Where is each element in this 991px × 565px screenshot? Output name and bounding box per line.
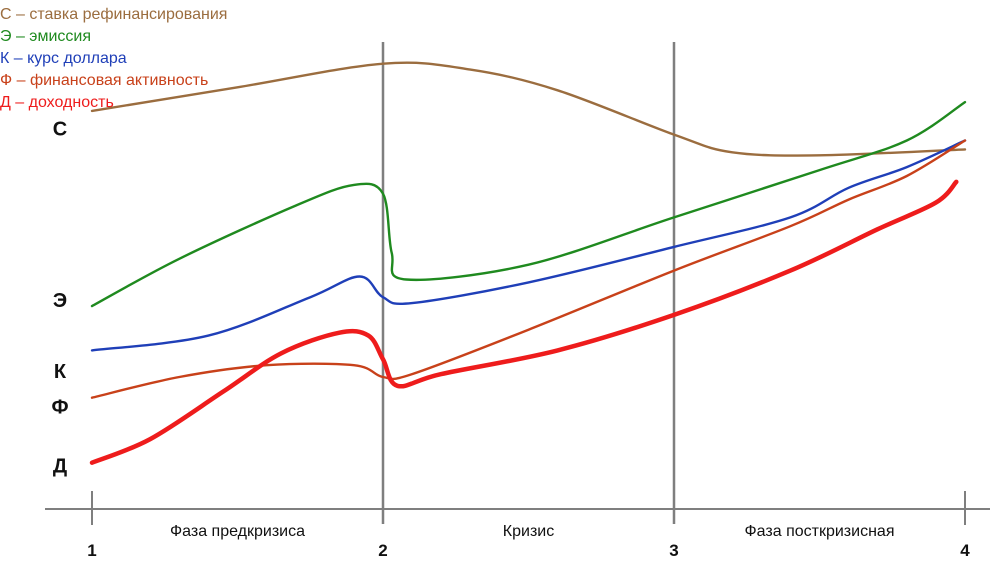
- series-line-3: [90, 139, 967, 352]
- series-line-2: [90, 100, 967, 308]
- x-tick-label: 1: [87, 541, 96, 560]
- x-tick-label: 4: [960, 541, 970, 560]
- legend-item-k: К – курс доллара: [0, 50, 127, 67]
- series-line-5: [89, 179, 959, 465]
- phase-label: Кризис: [503, 523, 554, 540]
- series-line-1: [90, 61, 967, 157]
- legend-item-f: Ф – финансовая активность: [0, 72, 209, 89]
- curve-label: К: [54, 361, 67, 383]
- curve-label: С: [53, 119, 67, 141]
- x-tick-label: 2: [378, 541, 387, 560]
- curve-label: Д: [53, 456, 67, 478]
- legend-item-e: Э – эмиссия: [0, 28, 91, 45]
- legend: С – ставка рефинансирования Э – эмиссия …: [0, 4, 227, 114]
- legend-item-s: С – ставка рефинансирования: [0, 6, 228, 23]
- phase-label: Фаза предкризиса: [170, 523, 305, 540]
- x-tick-label: 3: [669, 541, 678, 560]
- curve-label: Ф: [51, 397, 68, 419]
- curve-label: Э: [53, 290, 67, 312]
- legend-item-d: Д – доходность: [0, 94, 114, 111]
- phase-label: Фаза посткризисная: [745, 523, 895, 540]
